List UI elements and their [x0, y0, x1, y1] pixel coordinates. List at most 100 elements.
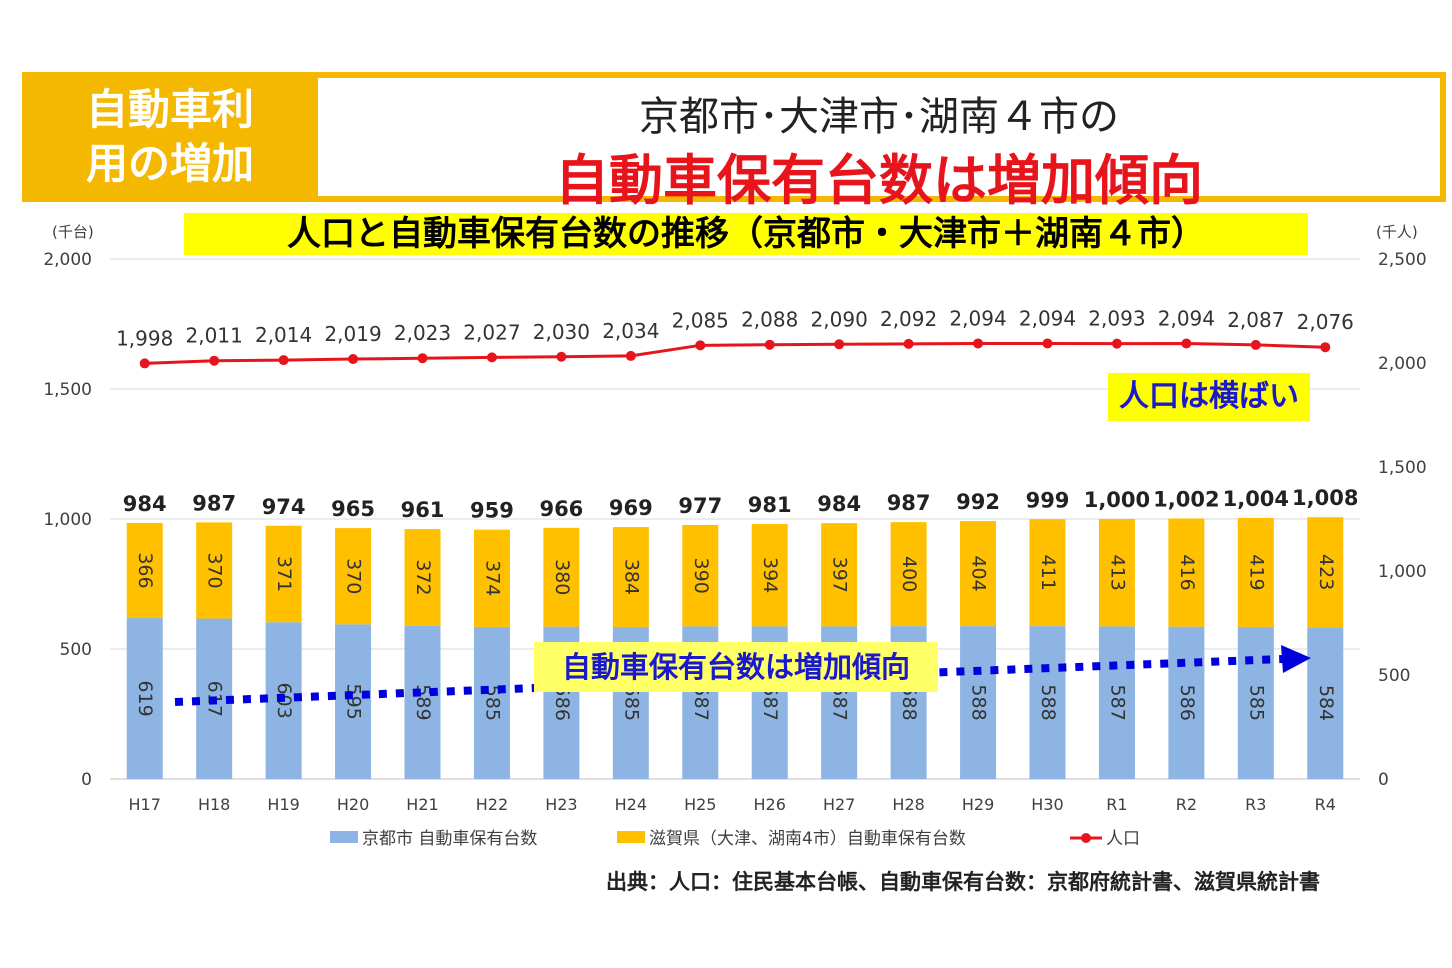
population-point	[625, 350, 636, 361]
x-axis-tick-label: R1	[1106, 795, 1127, 814]
kyoto-bar-label: 587	[1106, 685, 1128, 721]
kyoto-bar-label: 588	[898, 684, 920, 720]
legend-label-shiga: 滋賀県（大津、湖南4市）自動車保有台数	[649, 829, 966, 849]
population-label: 2,023	[394, 321, 451, 345]
shiga-bar-label: 366	[134, 552, 156, 588]
total-label: 984	[123, 492, 167, 516]
x-axis-tick-label: H21	[406, 795, 438, 814]
legend-label-population: 人口	[1106, 829, 1140, 849]
x-axis-tick-label: H18	[198, 795, 230, 814]
shiga-bar	[543, 527, 580, 627]
population-label: 2,094	[1019, 306, 1076, 330]
right-axis-unit: (千人)	[1376, 223, 1418, 241]
population-point	[1250, 339, 1261, 350]
population-vehicle-chart: 0 500 1,000 1,500 2,000 0 500 1,000 1,500 2,000 2,…	[43, 223, 1427, 849]
shiga-bar-label: 413	[1106, 555, 1128, 591]
shiga-bar	[1307, 517, 1344, 628]
population-point	[209, 355, 220, 366]
shiga-bar	[890, 522, 927, 627]
trend-arrow-line	[174, 655, 1284, 706]
legend-swatch-population-marker	[1081, 833, 1091, 843]
header-banner: 自動車利 用の増加 京都市･大津市･湖南４市の 自動車保有台数は増加傾向	[22, 72, 1446, 212]
population-label: 2,085	[672, 308, 729, 332]
left-axis-tick-label: 2,000	[43, 250, 92, 270]
left-axis-tick-label: 1,000	[43, 510, 92, 530]
population-label: 2,087	[1227, 308, 1284, 332]
population-label: 2,090	[811, 307, 868, 331]
shiga-bar	[196, 522, 233, 619]
total-label: 981	[748, 493, 792, 517]
total-label: 984	[817, 492, 861, 516]
total-label: 1,000	[1084, 488, 1150, 512]
headline-line1: 京都市･大津市･湖南４市の	[639, 94, 1119, 140]
headline-line2: 自動車保有台数は増加傾向	[555, 149, 1203, 212]
population-label: 2,088	[741, 308, 798, 332]
trend-note: 自動車保有台数は増加傾向	[534, 642, 938, 692]
x-axis-tick-label: H17	[129, 795, 161, 814]
population-point	[1181, 338, 1192, 349]
shiga-bar	[1168, 518, 1205, 627]
shiga-bar-label: 397	[829, 557, 851, 593]
population-label: 2,092	[880, 307, 937, 331]
section-tag-line2: 用の増加	[85, 139, 254, 188]
shiga-bar-label: 380	[551, 559, 573, 595]
shiga-bar-label: 400	[898, 556, 920, 592]
shiga-bar	[612, 527, 649, 627]
shiga-bar-label: 371	[273, 556, 295, 592]
shiga-bar-label: 372	[412, 559, 434, 595]
trend-arrow-head	[1281, 645, 1311, 673]
total-label: 999	[1026, 488, 1070, 512]
population-point	[348, 354, 359, 365]
total-label: 965	[331, 497, 375, 521]
kyoto-bar-label: 619	[134, 680, 156, 716]
population-point	[764, 339, 775, 350]
total-label: 977	[678, 494, 722, 518]
population-point	[1320, 342, 1331, 353]
population-label: 2,034	[602, 319, 659, 343]
shiga-bar-label: 370	[204, 552, 226, 588]
kyoto-bar-label: 587	[690, 685, 712, 721]
kyoto-bar	[404, 625, 441, 779]
x-axis-tick-label: R4	[1315, 795, 1336, 814]
kyoto-bar-label: 585	[620, 685, 642, 721]
x-axis-tick-label: H24	[615, 795, 647, 814]
x-axis-tick-label: H29	[962, 795, 994, 814]
total-label: 1,004	[1223, 487, 1289, 511]
population-label: 2,027	[463, 320, 520, 344]
population-label: 2,094	[1158, 306, 1215, 330]
shiga-bar-label: 390	[690, 558, 712, 594]
population-label: 2,019	[324, 322, 381, 346]
right-axis-tick-label: 0	[1378, 770, 1389, 790]
population-point	[139, 358, 150, 369]
shiga-bar-label: 411	[1037, 555, 1059, 591]
x-axis-tick-label: H26	[754, 795, 786, 814]
total-label: 992	[956, 490, 1000, 514]
total-label: 987	[887, 491, 931, 515]
shiga-bar	[1029, 519, 1066, 627]
kyoto-bar	[1307, 627, 1344, 779]
kyoto-bar-label: 586	[1176, 685, 1198, 721]
kyoto-bar	[473, 626, 510, 779]
right-axis-tick-label: 1,500	[1378, 458, 1427, 478]
population-label: 1,998	[116, 326, 173, 350]
shiga-bar-label: 394	[759, 557, 781, 593]
shiga-bar	[335, 528, 372, 625]
x-axis-tick-label: H22	[476, 795, 508, 814]
population-point	[903, 338, 914, 349]
kyoto-bar	[1029, 626, 1066, 779]
shiga-bar	[404, 529, 441, 626]
kyoto-bar-label: 584	[1315, 685, 1337, 721]
total-label: 1,002	[1153, 487, 1219, 511]
x-axis-tick-label: H23	[545, 795, 577, 814]
total-label: 961	[401, 498, 445, 522]
shiga-bar-label: 416	[1176, 554, 1198, 590]
shiga-bar	[751, 523, 788, 627]
population-point	[834, 339, 845, 350]
x-axis-tick-label: H27	[823, 795, 855, 814]
x-axis-tick-label: R3	[1245, 795, 1266, 814]
total-label: 969	[609, 496, 653, 520]
total-label: 1,008	[1292, 486, 1358, 510]
population-point	[1042, 338, 1053, 349]
x-axis-tick-label: H28	[892, 795, 924, 814]
shiga-bar-label: 419	[1245, 554, 1267, 590]
